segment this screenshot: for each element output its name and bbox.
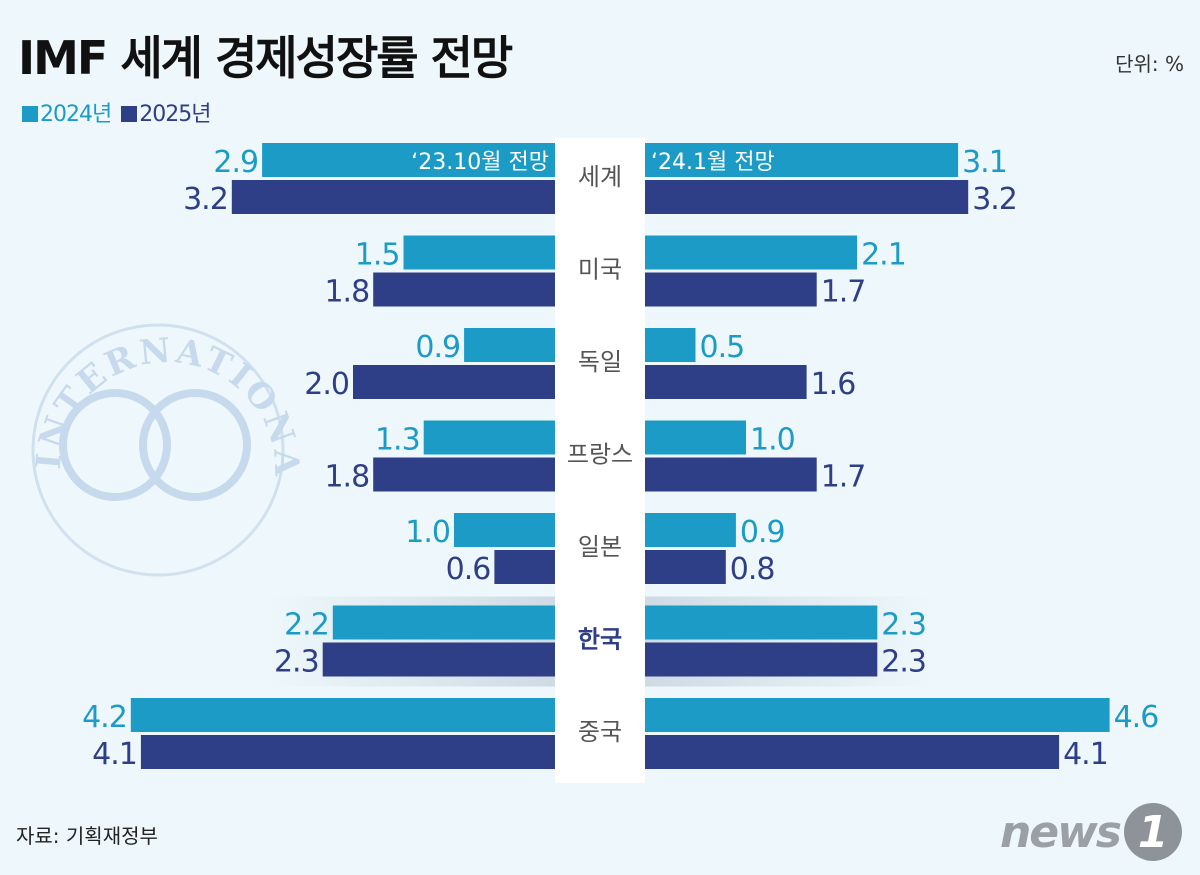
- data-label: 4.1: [1063, 737, 1108, 772]
- data-label: 1.7: [821, 275, 866, 310]
- data-label: 1.8: [324, 460, 369, 495]
- bar-right-2025년: [645, 642, 878, 677]
- data-label: 0.5: [700, 330, 745, 365]
- data-label: 2.3: [881, 645, 926, 680]
- data-label: 3.2: [183, 182, 228, 217]
- data-label: 3.2: [972, 182, 1017, 217]
- bar-left-2025년: [231, 180, 556, 214]
- bar-left-2024년: [403, 235, 555, 270]
- bar-right-2025년: [645, 180, 969, 214]
- data-label: 1.0: [405, 515, 450, 550]
- data-label: 2.3: [881, 608, 926, 643]
- bar-left-2024년: [464, 328, 555, 362]
- legend: 2024년 2025년: [22, 96, 211, 128]
- data-label: 2.3: [274, 645, 319, 680]
- bar-right-2024년: [645, 143, 959, 177]
- center-label-column: [555, 138, 645, 783]
- data-label: 2.9: [213, 145, 258, 180]
- data-label: 2.1: [861, 238, 906, 273]
- panel-label-left: ‘23.10월 전망: [411, 150, 549, 175]
- source-note: 자료: 기획재정부: [16, 824, 158, 848]
- category-label: 미국: [578, 256, 622, 284]
- data-label: 2.2: [284, 608, 329, 643]
- bar-left-2025년: [322, 642, 555, 677]
- news1-logo: news 1: [1000, 803, 1182, 861]
- bar-right-2025년: [645, 550, 726, 584]
- data-label: 3.1: [962, 145, 1007, 180]
- legend-item-2024: 2024년: [22, 96, 112, 128]
- category-label: 독일: [578, 348, 622, 376]
- data-label: 1.6: [811, 367, 856, 402]
- data-label: 4.6: [1114, 700, 1159, 735]
- bar-left-2024년: [332, 605, 555, 640]
- bar-left-2024년: [262, 143, 555, 177]
- bar-right-2025년: [645, 735, 1060, 769]
- bar-left-2025년: [494, 550, 555, 584]
- bar-left-2024년: [130, 698, 556, 732]
- data-label: 4.1: [92, 737, 137, 772]
- bar-left-2025년: [140, 735, 555, 769]
- data-label: 4.2: [82, 700, 127, 735]
- bar-right-2025년: [645, 457, 817, 492]
- bar-right-2024년: [645, 328, 696, 362]
- page-title: IMF 세계 경제성장률 전망: [18, 31, 513, 85]
- bar-left-2025년: [373, 272, 555, 307]
- bar-right-2025년: [645, 272, 817, 307]
- legend-item-2025: 2025년: [121, 96, 211, 128]
- bar-left-2024년: [454, 513, 555, 547]
- category-label: 한국: [578, 626, 622, 654]
- bar-right-2024년: [645, 420, 746, 455]
- data-label: 0.9: [740, 515, 785, 550]
- category-label: 중국: [578, 718, 622, 746]
- data-label: 0.6: [446, 552, 491, 587]
- data-label: 1.3: [375, 423, 420, 458]
- bar-right-2024년: [645, 698, 1110, 732]
- data-label: 1.8: [324, 275, 369, 310]
- data-label: 1.0: [750, 423, 795, 458]
- data-label: 2.0: [304, 367, 349, 402]
- data-label: 1.7: [821, 460, 866, 495]
- bar-left-2025년: [373, 457, 555, 492]
- category-label: 세계: [578, 163, 622, 191]
- bar-left-2024년: [423, 420, 555, 455]
- data-label: 0.9: [415, 330, 460, 365]
- data-label: 0.8: [730, 552, 775, 587]
- bar-right-2024년: [645, 605, 878, 640]
- bar-right-2024년: [645, 513, 736, 547]
- panel-label-right: ‘24.1월 전망: [651, 150, 775, 175]
- bar-right-2024년: [645, 235, 858, 270]
- bar-right-2025년: [645, 365, 807, 399]
- category-label: 일본: [578, 533, 622, 561]
- unit-label: 단위: %: [1115, 52, 1184, 76]
- category-label: 프랑스: [567, 441, 633, 469]
- bar-left-2025년: [353, 365, 555, 399]
- data-label: 1.5: [355, 238, 400, 273]
